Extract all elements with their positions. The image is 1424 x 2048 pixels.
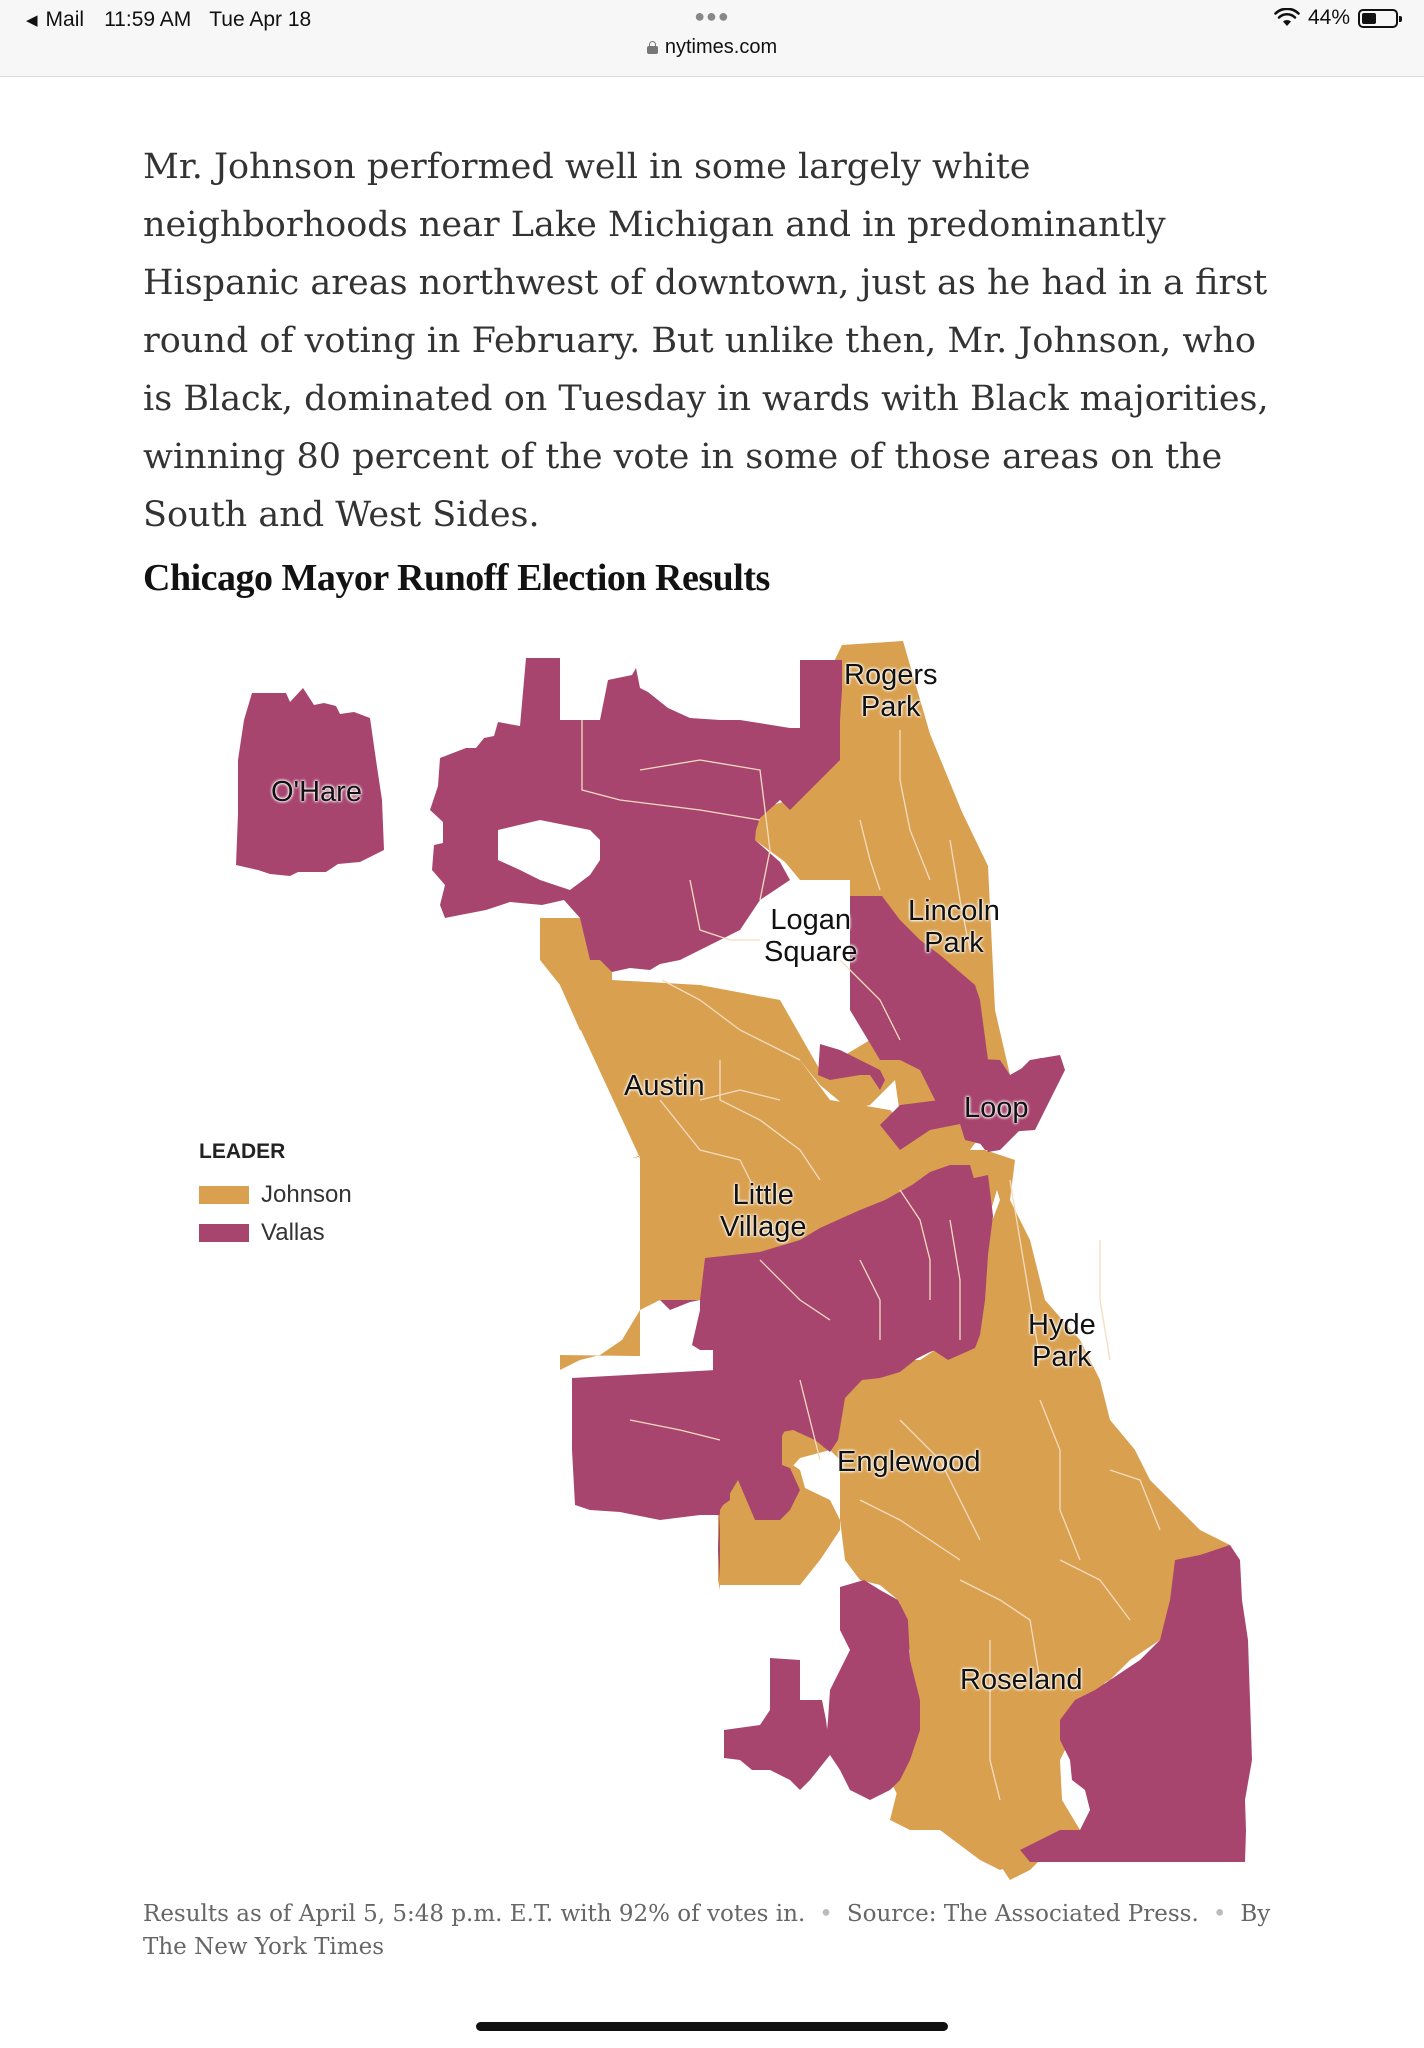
ward-englewood [718,1360,1180,1870]
status-date: Tue Apr 18 [209,8,312,31]
map-legend: LEADER Johnson Vallas [199,1140,352,1252]
back-to-app-link[interactable]: Mail [45,8,85,31]
status-time: 11:59 AM [104,8,192,31]
label-little-village: Little Village [720,1179,807,1243]
article-paragraph: Mr. Johnson performed well in some large… [143,147,1269,535]
vallas-areas [236,658,1252,1862]
ward-loop-west [818,1044,885,1090]
label-hyde-park: Hyde Park [1028,1309,1096,1373]
url-bar[interactable]: nytimes.com [0,36,1424,59]
chicago-ward-map [236,641,1252,1880]
ward-northwest-inner [498,820,600,890]
legend-item-johnson: Johnson [199,1176,352,1214]
legend-swatch-vallas [199,1224,249,1242]
ward-far-southwest [826,1580,920,1800]
legend-item-vallas: Vallas [199,1214,352,1252]
map-footnote: Results as of April 5, 5:48 p.m. E.T. wi… [143,1898,1293,1964]
more-dots-icon[interactable]: ●●● [694,6,730,26]
ward-ohare [236,688,384,876]
label-loop: Loop [964,1092,1029,1124]
home-indicator[interactable] [476,2022,948,2031]
ward-far-northwest [430,658,842,972]
label-hyde-park-line2: Park [1032,1341,1092,1373]
status-right: 44% [1274,6,1402,30]
label-little-village-line2: Village [720,1211,807,1243]
footnote-results: Results as of April 5, 5:48 p.m. E.T. wi… [143,1901,806,1927]
ward-border-lines [581,720,1161,1801]
status-bar: ◀ Mail 11:59 AM Tue Apr 18 ●●● nytimes.c… [0,0,1424,77]
label-lincoln-park-line2: Park [924,927,984,959]
footnote-separator: • [819,1901,833,1927]
label-hyde-park-line1: Hyde [1028,1309,1096,1341]
footnote-byline: By The New York Times [143,1901,1271,1960]
footnote-source: Source: The Associated Press. [846,1901,1199,1927]
status-left: ◀ Mail 11:59 AM Tue Apr 18 [26,8,311,32]
ward-west-side [540,918,985,1180]
lock-icon [646,41,658,54]
label-ohare: O'Hare [271,776,362,808]
label-englewood: Englewood [837,1446,981,1478]
label-logan-square-line1: Logan [770,904,852,936]
ward-loop [880,1058,1060,1152]
label-rogers-park-line1: Rogers [844,659,938,691]
battery-icon [1358,8,1402,28]
label-lincoln-park: Lincoln Park [908,895,1000,959]
legend-label-vallas: Vallas [261,1219,325,1246]
ward-southwest-west [572,1368,770,1520]
legend-label-johnson: Johnson [261,1181,352,1208]
legend-swatch-johnson [199,1186,249,1204]
label-logan-square: Logan Square [764,904,858,968]
back-arrow-icon[interactable]: ◀ [26,12,38,29]
ward-mount-greenwood [724,1658,830,1790]
ward-far-south [1020,1545,1252,1862]
legend-title: LEADER [199,1140,286,1163]
label-little-village-line1: Little [732,1179,794,1211]
label-logan-square-line2: Square [764,936,858,968]
label-lincoln-park-line1: Lincoln [908,895,1000,927]
map-title: Chicago Mayor Runoff Election Results [143,557,770,599]
wifi-icon [1274,8,1300,26]
url-text: nytimes.com [664,36,778,58]
label-austin: Austin [624,1070,705,1102]
footnote-separator: • [1212,1901,1227,1927]
label-roseland: Roseland [960,1664,1083,1696]
label-rogers-park: Rogers Park [844,659,938,723]
battery-percent: 44% [1307,6,1350,29]
label-rogers-park-line2: Park [860,691,921,723]
